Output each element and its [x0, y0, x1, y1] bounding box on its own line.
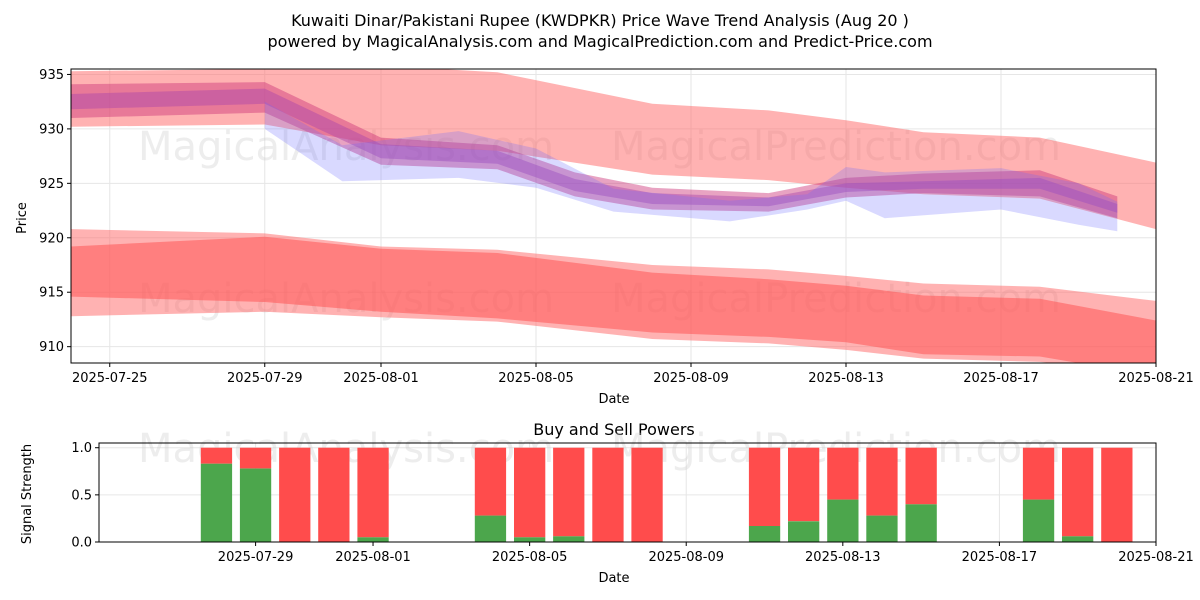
sell-bar-2025-08-07	[592, 447, 624, 542]
main-ytick-label-0: 910	[39, 340, 64, 355]
buy-bar-2025-08-15	[905, 504, 937, 542]
band-upper-red-band	[71, 69, 1156, 230]
band-upper-mixed-band-2	[71, 88, 1118, 213]
signal-xtick-label-1: 2025-08-01	[335, 550, 411, 565]
sell-bar-2025-08-05	[514, 447, 546, 538]
buy-bar-2025-08-04	[474, 515, 507, 542]
main-plot-area: 910 915 920 925 930 935 2025-07-25 2025-07-29 20…	[39, 68, 1194, 386]
main-xtick-label-0: 2025-07-25	[72, 371, 148, 386]
band-lower-red-core	[71, 236, 1156, 363]
sell-bar-2025-08-14	[866, 447, 898, 516]
signal-xtick-label-6: 2025-08-21	[1118, 550, 1194, 565]
sell-bar-2025-08-01	[357, 447, 389, 538]
main-y-axis-label: Price	[15, 202, 30, 234]
buy-bar-2025-08-01	[357, 537, 389, 542]
sell-bar-2025-07-28	[200, 447, 233, 464]
main-ytick-label-4: 930	[39, 122, 64, 137]
main-ytick-label-5: 935	[39, 68, 64, 83]
band-blue-band	[264, 101, 1118, 232]
main-xtick-label-3: 2025-08-05	[498, 371, 574, 386]
sell-bar-2025-08-06	[553, 447, 585, 537]
main-chart-title: Kuwaiti Dinar/Pakistani Rupee (KWDPKR) P…	[291, 11, 909, 30]
band-upper-mixed-band-1	[71, 82, 1118, 219]
main-ytick-label-2: 920	[39, 231, 64, 246]
signal-y-axis-label: Signal Strength	[20, 444, 35, 544]
sell-bar-2025-07-31	[318, 447, 350, 542]
main-xtick-label-4: 2025-08-09	[653, 371, 729, 386]
sell-bar-2025-08-19	[1062, 447, 1094, 537]
buy-bar-2025-07-29	[239, 468, 272, 542]
buy-bar-2025-08-18	[1022, 499, 1055, 542]
main-x-axis-label: Date	[598, 392, 629, 407]
signal-x-axis-label: Date	[598, 571, 629, 586]
signal-ytick-label-1: 0.5	[71, 488, 92, 503]
sell-bar-2025-08-15	[905, 447, 937, 505]
sell-bar-2025-08-12	[788, 447, 820, 522]
buy-bar-2025-08-05	[514, 537, 546, 542]
sell-bar-2025-08-13	[827, 447, 859, 500]
main-chart-subtitle: powered by MagicalAnalysis.com and Magic…	[267, 32, 932, 51]
sell-bar-2025-08-18	[1022, 447, 1055, 500]
signal-ytick-label-0: 0.0	[71, 536, 92, 551]
sell-bar-2025-07-29	[239, 447, 272, 469]
signal-xtick-label-0: 2025-07-29	[218, 550, 294, 565]
signal-ytick-label-2: 1.0	[71, 441, 92, 456]
signal-xtick-label-3: 2025-08-09	[648, 550, 724, 565]
buy-bar-2025-08-13	[827, 499, 859, 542]
main-xtick-label-6: 2025-08-17	[963, 371, 1039, 386]
sell-bar-2025-08-08	[631, 447, 663, 542]
main-ytick-label-3: 925	[39, 177, 64, 192]
main-xtick-label-5: 2025-08-13	[808, 371, 884, 386]
signal-plot-area: 0.0 0.5 1.0 2025-07-29 2025-08-01 2025-08-05 2…	[71, 426, 1193, 565]
signal-chart-title: Buy and Sell Powers	[533, 420, 695, 439]
main-bands	[71, 69, 1156, 363]
main-xtick-label-1: 2025-07-29	[227, 371, 303, 386]
sell-bar-2025-08-20	[1101, 447, 1133, 542]
buy-bar-2025-08-14	[866, 515, 898, 542]
buy-bar-2025-08-11	[748, 526, 781, 542]
main-ytick-label-1: 915	[39, 286, 64, 301]
main-xtick-label-2: 2025-08-01	[343, 371, 419, 386]
buy-bar-2025-08-19	[1062, 536, 1094, 542]
signal-xtick-label-5: 2025-08-17	[962, 550, 1038, 565]
main-xtick-label-7: 2025-08-21	[1118, 371, 1194, 386]
buy-bar-2025-08-12	[788, 521, 820, 542]
sell-bar-2025-08-11	[748, 447, 781, 526]
signal-xtick-label-4: 2025-08-13	[805, 550, 881, 565]
signal-xtick-label-2: 2025-08-05	[492, 550, 568, 565]
sell-bar-2025-07-30	[279, 447, 311, 542]
main-plot-frame	[70, 68, 1157, 364]
buy-bar-2025-07-28	[200, 463, 233, 542]
sell-bar-2025-08-04	[474, 447, 507, 516]
buy-bar-2025-08-06	[553, 536, 585, 542]
signal-plot-frame	[98, 442, 1157, 543]
